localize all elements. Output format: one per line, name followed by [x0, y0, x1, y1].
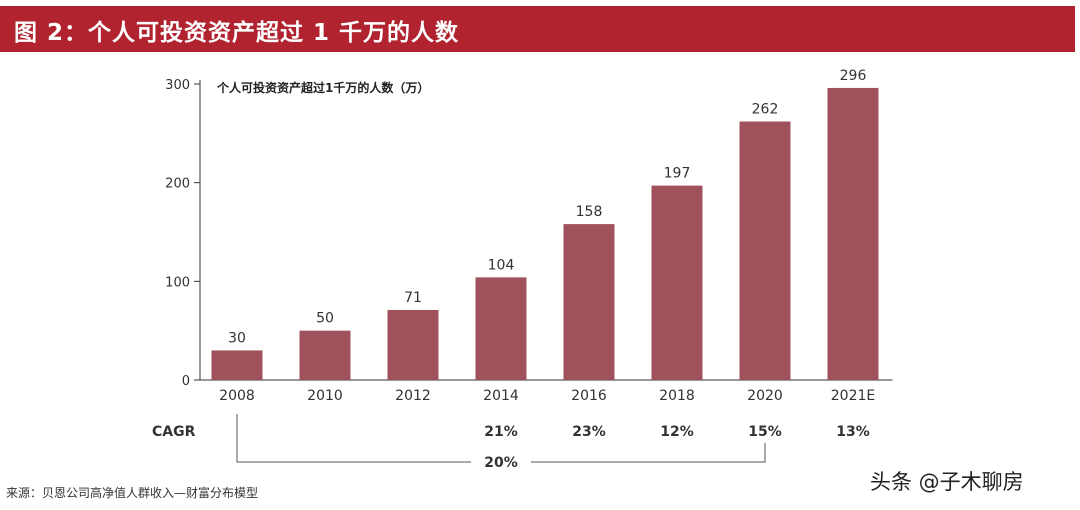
y-tick-label: 300 — [165, 78, 190, 93]
y-tick-label: 0 — [182, 374, 190, 389]
bar — [651, 185, 703, 380]
bar — [387, 309, 439, 380]
bar-value-label: 262 — [752, 101, 779, 117]
x-tick-label: 2020 — [747, 388, 783, 404]
bar-value-label: 296 — [840, 68, 867, 84]
x-tick-label: 2008 — [219, 388, 255, 404]
bar — [739, 121, 791, 380]
bar-value-label: 50 — [316, 311, 334, 327]
bar — [827, 87, 879, 381]
x-tick-label: 2016 — [571, 388, 607, 404]
cagr-value: 15% — [748, 424, 782, 440]
x-tick-label: 2012 — [395, 388, 431, 404]
y-tick-label: 200 — [165, 177, 190, 192]
x-tick-label: 2021E — [831, 388, 875, 404]
credit-watermark: 头条 @子木聊房 — [870, 470, 1024, 494]
cagr-value: 23% — [572, 424, 606, 440]
bar — [475, 277, 527, 380]
bar — [563, 224, 615, 380]
chart-inner-title: 个人可投资资产超过1千万的人数（万） — [216, 80, 429, 95]
cagr-value: 13% — [836, 424, 870, 440]
source-note: 来源：贝恩公司高净值人群收入—财富分布模型 — [6, 486, 259, 500]
figure-title: 图 2：个人可投资资产超过 1 千万的人数 — [14, 20, 460, 46]
x-tick-label: 2010 — [307, 388, 343, 404]
y-tick-label: 100 — [165, 275, 190, 290]
bar — [299, 330, 351, 380]
bar — [211, 350, 263, 380]
bar-value-label: 30 — [228, 330, 246, 346]
cagr-value: 21% — [484, 424, 518, 440]
figure-header: 图 2：个人可投资资产超过 1 千万的人数 — [0, 6, 1075, 52]
x-tick-label: 2018 — [659, 388, 695, 404]
cagr-label: CAGR — [152, 424, 196, 440]
bar-value-label: 104 — [488, 257, 515, 273]
cagr-bracket-left — [236, 414, 471, 463]
cagr-overall-value: 20% — [484, 455, 518, 471]
bar-value-label: 197 — [664, 166, 691, 182]
bar-value-label: 158 — [576, 204, 603, 220]
bar-value-label: 71 — [404, 290, 422, 306]
x-tick-label: 2014 — [483, 388, 519, 404]
cagr-bracket-right — [531, 443, 766, 463]
cagr-value: 12% — [660, 424, 694, 440]
